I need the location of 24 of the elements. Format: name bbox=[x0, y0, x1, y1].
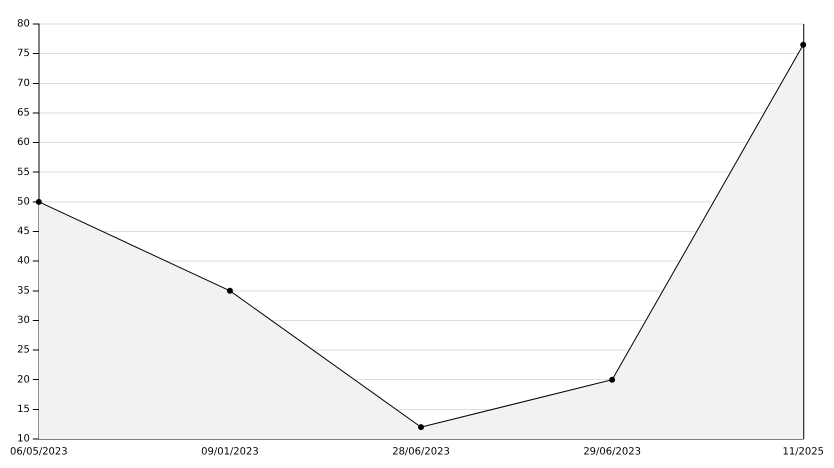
x-tick-label: 09/01/2023 bbox=[201, 446, 259, 458]
point bbox=[418, 424, 424, 430]
y-tick-label: 70 bbox=[17, 78, 30, 89]
x-tick-label: 06/05/2023 bbox=[10, 446, 68, 458]
x-tick-label: 11/2025 bbox=[782, 446, 824, 458]
y-tick-label: 55 bbox=[17, 166, 30, 178]
y-tick-label: 80 bbox=[17, 18, 30, 30]
y-tick-label: 60 bbox=[17, 137, 30, 148]
y-tick-label: 10 bbox=[17, 434, 30, 445]
y-tick-label: 35 bbox=[17, 285, 30, 296]
y-tick-label: 50 bbox=[17, 196, 30, 208]
y-tick-label: 15 bbox=[17, 404, 30, 415]
y-tick-label: 20 bbox=[17, 374, 30, 386]
y-tick-label: 45 bbox=[17, 226, 30, 238]
y-tick-label: 75 bbox=[17, 48, 30, 60]
point bbox=[609, 376, 616, 383]
x-tick-label: 28/06/2023 bbox=[392, 446, 450, 458]
y-tick-label: 40 bbox=[17, 256, 30, 267]
y-tick-label: 25 bbox=[17, 344, 30, 356]
y-tick-label: 30 bbox=[17, 315, 30, 326]
point bbox=[36, 198, 42, 205]
point bbox=[226, 288, 233, 294]
x-tick-label: 29/06/2023 bbox=[583, 446, 641, 458]
y-tick-label: 65 bbox=[17, 108, 30, 119]
